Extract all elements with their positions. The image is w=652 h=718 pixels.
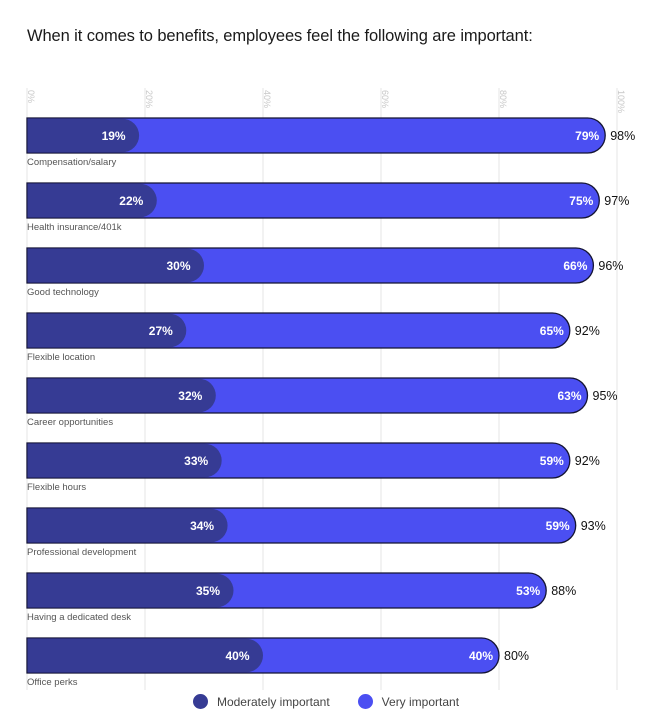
x-tick-label: 100% <box>616 90 626 113</box>
bar-moderately-important <box>27 508 228 543</box>
x-tick-label: 20% <box>144 90 154 108</box>
legend-swatch-moderately-important <box>192 694 208 709</box>
category-label: Career opportunities <box>27 417 113 428</box>
bar-moderately-important <box>27 443 222 478</box>
bar-label-moderately-important: 27% <box>149 324 173 338</box>
bar-label-very-important: 59% <box>546 519 570 533</box>
bar-moderately-important <box>27 118 140 153</box>
bar-total-label: 92% <box>575 454 600 468</box>
bar-label-very-important: 63% <box>557 389 581 403</box>
bar-moderately-important <box>27 313 187 348</box>
category-label: Office perks <box>27 677 78 688</box>
bar-label-moderately-important: 40% <box>225 649 249 663</box>
bar-label-moderately-important: 30% <box>166 259 190 273</box>
bar-label-moderately-important: 22% <box>119 194 143 208</box>
x-tick-label: 60% <box>380 90 390 108</box>
category-label: Flexible hours <box>27 482 86 493</box>
x-tick-label: 0% <box>26 90 36 103</box>
bar-label-very-important: 66% <box>563 259 587 273</box>
bar-moderately-important <box>27 183 157 218</box>
bar-label-moderately-important: 19% <box>102 129 126 143</box>
category-label: Having a dedicated desk <box>27 612 131 623</box>
bar-total-label: 92% <box>575 324 600 338</box>
chart-title: When it comes to benefits, employees fee… <box>27 27 533 45</box>
bar-total-label: 80% <box>504 649 529 663</box>
category-label: Good technology <box>27 287 99 298</box>
category-label: Health insurance/401k <box>27 222 122 233</box>
bar-total-label: 88% <box>551 584 576 598</box>
bar-total-label: 96% <box>598 259 623 273</box>
category-label: Compensation/salary <box>27 157 116 168</box>
legend-label-moderately-important: Moderately important <box>216 694 330 709</box>
legend-item-moderately-important: Moderately important <box>192 694 330 709</box>
legend-label-very-important: Very important <box>381 694 460 709</box>
bar-moderately-important <box>27 378 216 413</box>
stacked-bar-chart: 0% 20% 40% 60% 80% 100% 19% 79% 98% Compensation/… <box>26 88 635 690</box>
category-label: Flexible location <box>27 352 95 363</box>
bar-total-label: 93% <box>581 519 606 533</box>
bar-very-important <box>26 182 600 219</box>
bar-moderately-important <box>27 638 263 673</box>
category-label: Professional development <box>27 547 137 558</box>
bar-label-very-important: 40% <box>469 649 493 663</box>
legend: Moderately important Very important <box>0 694 652 709</box>
bar-total-label: 97% <box>604 194 629 208</box>
bar-label-moderately-important: 34% <box>190 519 214 533</box>
bar-total-label: 98% <box>610 129 635 143</box>
bar-moderately-important <box>27 248 204 283</box>
bar-label-very-important: 53% <box>516 584 540 598</box>
legend-item-very-important: Very important <box>357 694 460 709</box>
x-tick-label: 80% <box>498 90 508 108</box>
bar-label-moderately-important: 32% <box>178 389 202 403</box>
bar-label-moderately-important: 35% <box>196 584 220 598</box>
bar-label-very-important: 79% <box>575 129 599 143</box>
bar-label-very-important: 65% <box>540 324 564 338</box>
bar-label-moderately-important: 33% <box>184 454 208 468</box>
bar-moderately-important <box>27 573 234 608</box>
bar-very-important <box>26 117 606 154</box>
bar-label-very-important: 59% <box>540 454 564 468</box>
legend-swatch-very-important <box>357 694 373 709</box>
x-tick-label: 40% <box>262 90 272 108</box>
bar-total-label: 95% <box>593 389 618 403</box>
bar-label-very-important: 75% <box>569 194 593 208</box>
